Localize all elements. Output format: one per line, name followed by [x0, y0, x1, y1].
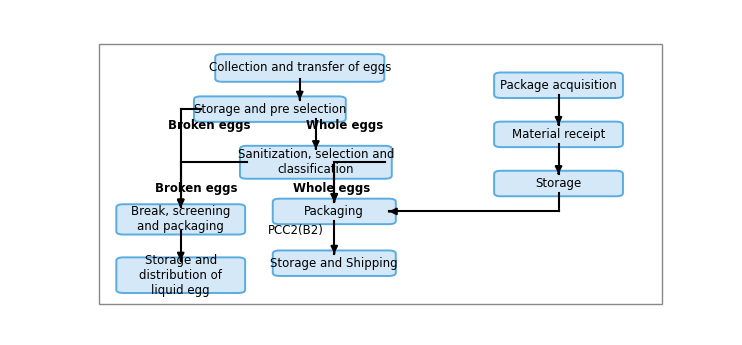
Text: Storage and pre selection: Storage and pre selection	[194, 103, 346, 116]
FancyBboxPatch shape	[494, 72, 623, 98]
Text: Whole eggs: Whole eggs	[293, 181, 370, 195]
FancyBboxPatch shape	[494, 122, 623, 147]
FancyBboxPatch shape	[273, 199, 395, 224]
Text: Storage and Shipping: Storage and Shipping	[270, 257, 398, 270]
Text: PCC2(B2): PCC2(B2)	[268, 224, 324, 237]
FancyBboxPatch shape	[116, 204, 245, 235]
Text: Broken eggs: Broken eggs	[155, 181, 237, 195]
Text: Packaging: Packaging	[304, 205, 364, 218]
Text: Storage and
distribution of
liquid egg: Storage and distribution of liquid egg	[139, 254, 222, 297]
Text: Break, screening
and packaging: Break, screening and packaging	[131, 205, 231, 233]
FancyBboxPatch shape	[194, 96, 346, 122]
FancyBboxPatch shape	[215, 54, 384, 82]
Text: Material receipt: Material receipt	[512, 128, 605, 141]
Text: Sanitization, selection and
classification: Sanitization, selection and classificati…	[237, 148, 394, 176]
Text: Package acquisition: Package acquisition	[500, 79, 617, 92]
FancyBboxPatch shape	[273, 250, 395, 276]
Text: Storage: Storage	[536, 177, 582, 190]
Text: Whole eggs: Whole eggs	[306, 119, 383, 131]
FancyBboxPatch shape	[240, 146, 392, 179]
FancyBboxPatch shape	[494, 171, 623, 196]
Text: Broken eggs: Broken eggs	[168, 119, 250, 131]
FancyBboxPatch shape	[116, 257, 245, 293]
Text: Collection and transfer of eggs: Collection and transfer of eggs	[209, 61, 391, 75]
